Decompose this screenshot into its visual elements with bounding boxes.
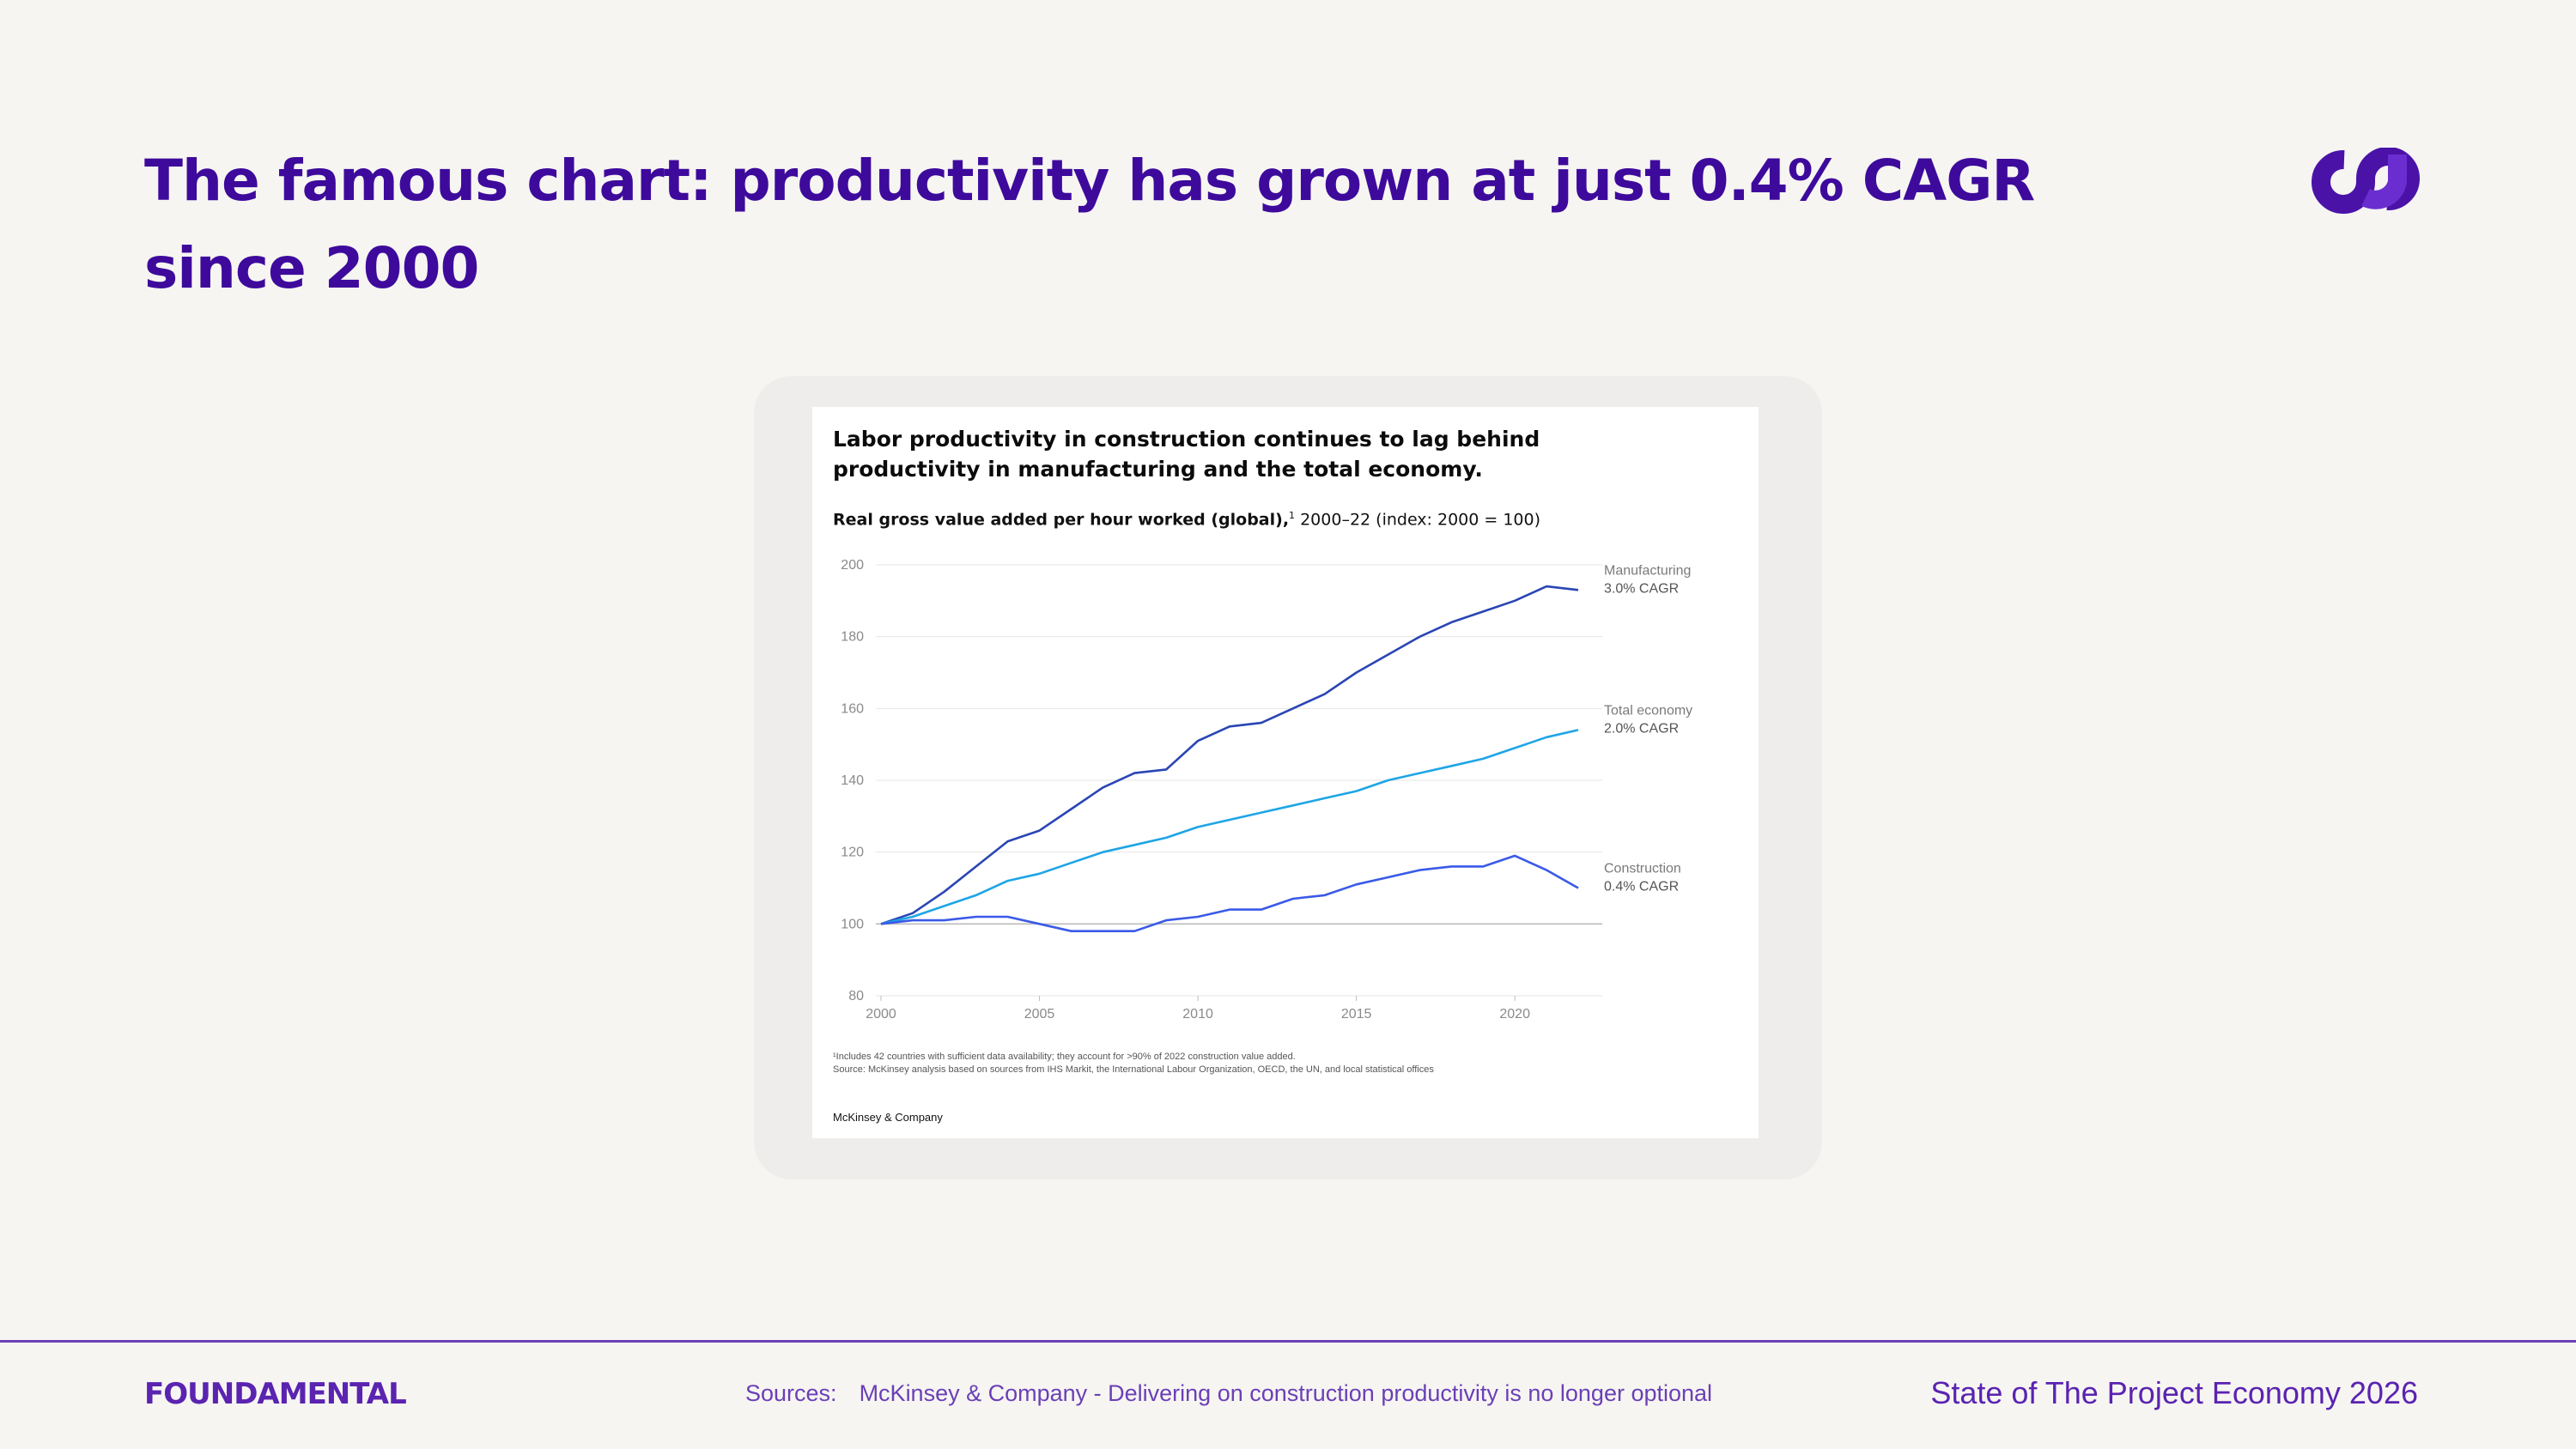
footnote-line-1: ¹Includes 42 countries with sufficient d… — [833, 1052, 1296, 1062]
report-title: State of The Project Economy 2026 — [1930, 1375, 2418, 1410]
brand-loop-mark-icon — [2312, 148, 2420, 214]
series-line-total-economy — [880, 729, 1579, 925]
y-tick-label: 140 — [841, 773, 864, 788]
y-tick-label: 120 — [841, 846, 864, 860]
line-chart: 80 100 120 140 160 180 200 2000 2005 2010 2015 2020… — [841, 558, 1692, 1022]
x-tick-label: 2010 — [1182, 1007, 1213, 1022]
y-tick-label: 200 — [841, 558, 864, 573]
y-tick-label: 80 — [848, 989, 864, 1003]
series-cagr-manufacturing: 3.0% CAGR — [1604, 581, 1679, 596]
footnote-line-2: Source: McKinsey analysis based on sourc… — [833, 1064, 1434, 1075]
chart-panel: Labor productivity in construction conti… — [812, 407, 1759, 1138]
series-label-total-economy: Total economy — [1604, 703, 1692, 718]
footer-divider — [0, 1340, 2576, 1343]
series-label-manufacturing: Manufacturing — [1604, 563, 1691, 578]
chart-title: Labor productivity in construction conti… — [833, 427, 1540, 482]
series-cagr-construction: 0.4% CAGR — [1604, 880, 1679, 894]
series-line-construction — [880, 854, 1579, 933]
series-label-construction: Construction — [1604, 862, 1681, 876]
chart-subtitle-rest: 2000–22 (index: 2000 = 100) — [1295, 510, 1541, 530]
y-tick-label: 180 — [841, 630, 864, 645]
sources-label: Sources: — [745, 1380, 837, 1406]
sources-text[interactable]: McKinsey & Company - Delivering on const… — [859, 1380, 1713, 1406]
chart-footnote: ¹Includes 42 countries with sufficient d… — [833, 1051, 1743, 1076]
series-line-manufacturing — [880, 585, 1579, 925]
y-tick-label: 100 — [841, 917, 864, 931]
slide-title: The famous chart: productivity has grown… — [144, 148, 2035, 301]
x-tick-label: 2005 — [1024, 1007, 1055, 1022]
publisher-credit: McKinsey & Company — [833, 1111, 943, 1124]
x-tick-label: 2015 — [1341, 1007, 1372, 1022]
chart-subtitle-bold: Real gross value added per hour worked (… — [833, 510, 1290, 530]
footer-sources: Sources: McKinsey & Company - Delivering … — [745, 1380, 1712, 1407]
footer-logo: FOUNDAMENTAL — [144, 1377, 407, 1411]
y-tick-label: 160 — [841, 701, 864, 716]
chart-subtitle: Real gross value added per hour worked (… — [833, 510, 1743, 529]
chart-subtitle-footnote-mark: 1 — [1289, 510, 1296, 521]
x-tick-label: 2000 — [866, 1007, 896, 1022]
x-tick-label: 2020 — [1499, 1007, 1530, 1022]
series-cagr-total-economy: 2.0% CAGR — [1604, 721, 1679, 736]
